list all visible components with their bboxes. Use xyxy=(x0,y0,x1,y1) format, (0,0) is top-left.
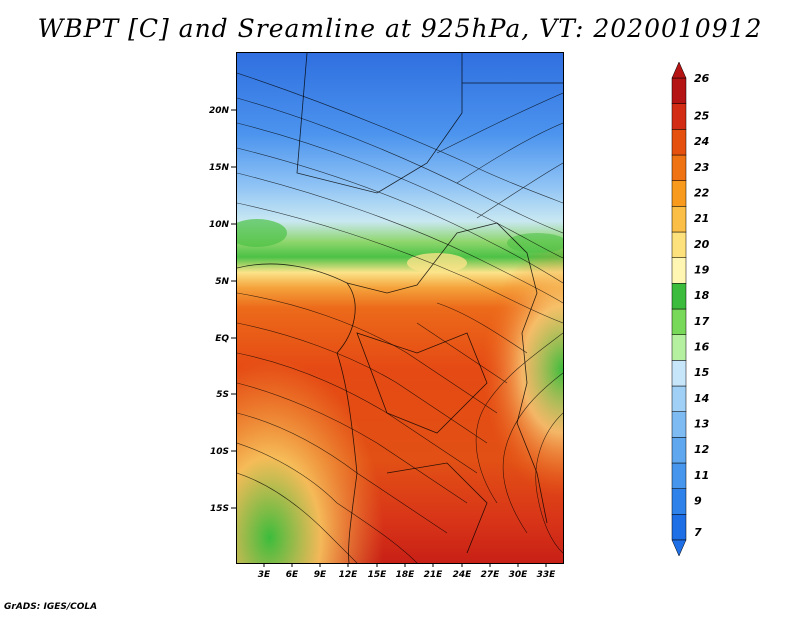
colorbar-segment xyxy=(671,437,687,464)
colorbar-segment xyxy=(671,103,687,130)
colorbar-segment xyxy=(671,129,687,156)
colorbar-label: 21 xyxy=(694,212,709,225)
wbpt-field xyxy=(237,53,563,563)
colorbar-segment xyxy=(671,283,687,310)
lon-label: 12E xyxy=(339,570,359,580)
longitude-ticks xyxy=(263,563,547,567)
colorbar-label: 9 xyxy=(694,495,702,508)
lat-label: 5S xyxy=(216,390,229,400)
colorbar-label: 19 xyxy=(694,264,710,277)
map-title: WBPT [C] and Sreamline at 925hPa, VT: 20… xyxy=(37,14,763,43)
colorbar-segment xyxy=(671,308,687,335)
latitude-ticks xyxy=(231,109,236,509)
lon-label: 3E xyxy=(258,570,271,580)
lon-label: 33E xyxy=(537,570,557,580)
lon-label: 9E xyxy=(314,570,327,580)
colorbar-segment xyxy=(671,514,687,541)
colorbar-label: 22 xyxy=(694,187,710,200)
colorbar-label: 11 xyxy=(694,469,709,482)
colorbar: 7 9 11 12 13 14 15 16 17 18 19 20 21 22 23 24 25 26 xyxy=(671,61,710,557)
latitude-labels: 20N 15N 10N 5N EQ 5S 10S 15S xyxy=(209,106,230,514)
colorbar-label: 23 xyxy=(694,161,710,174)
colorbar-segment xyxy=(671,257,687,284)
lat-label: 15S xyxy=(210,504,229,514)
lon-label: 15E xyxy=(368,570,388,580)
lat-label: EQ xyxy=(215,334,229,344)
colorbar-min-arrow xyxy=(671,539,687,557)
lon-label: 6E xyxy=(286,570,299,580)
colorbar-segment xyxy=(671,334,687,361)
lat-label: 20N xyxy=(209,106,230,116)
colorbar-label: 7 xyxy=(694,526,702,539)
colorbar-segment xyxy=(671,77,687,104)
colorbar-label: 25 xyxy=(694,110,710,123)
colorbar-label: 20 xyxy=(694,238,710,251)
map-panel xyxy=(236,52,564,564)
lon-label: 30E xyxy=(509,570,529,580)
colorbar-label: 12 xyxy=(694,443,710,456)
colorbar-label: 24 xyxy=(694,135,709,148)
colorbar-label: 18 xyxy=(694,289,710,302)
colorbar-label: 26 xyxy=(694,72,710,85)
lon-label: 24E xyxy=(453,570,473,580)
lon-label: 27E xyxy=(481,570,501,580)
colorbar-label: 16 xyxy=(694,341,710,354)
colorbar-segment xyxy=(671,180,687,207)
colorbar-segment xyxy=(671,462,687,489)
colorbar-max-arrow xyxy=(671,61,687,79)
colorbar-segment xyxy=(671,206,687,233)
lon-label: 21E xyxy=(424,570,444,580)
lat-label: 10N xyxy=(209,220,230,230)
colorbar-segment xyxy=(671,154,687,181)
colorbar-segment xyxy=(671,231,687,258)
colorbar-label: 17 xyxy=(694,315,710,328)
colorbar-segment xyxy=(671,360,687,387)
colorbar-label: 13 xyxy=(694,418,710,431)
colorbar-segment xyxy=(671,488,687,515)
lat-label: 5N xyxy=(215,277,229,287)
lat-label: 10S xyxy=(210,447,229,457)
colorbar-segment xyxy=(671,411,687,438)
grads-credit: GrADS: IGES/COLA xyxy=(4,602,98,612)
colorbar-segment xyxy=(671,385,687,412)
longitude-labels: 3E 6E 9E 12E 15E 18E 21E 24E 27E 30E 33E xyxy=(258,570,556,580)
lat-label: 15N xyxy=(209,163,230,173)
colorbar-label: 14 xyxy=(694,392,709,405)
colorbar-label: 15 xyxy=(694,366,710,379)
streamlines xyxy=(237,72,563,563)
lon-label: 18E xyxy=(396,570,416,580)
